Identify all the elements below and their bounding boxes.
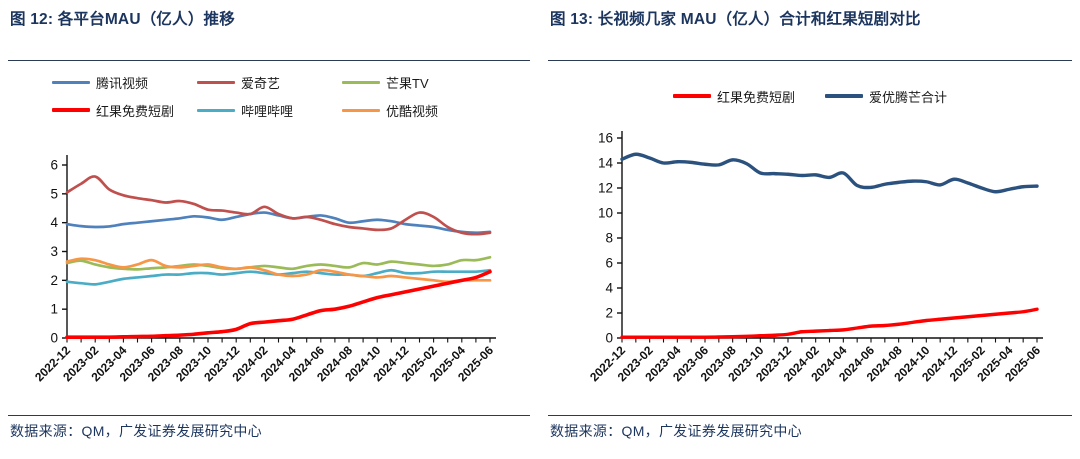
footer-rule	[548, 415, 1072, 416]
y-tick-label: 3	[50, 244, 58, 259]
series-line-腾讯视频	[65, 211, 492, 235]
figure-13-panel: 图 13: 长视频几家 MAU（亿人）合计和红果短剧对比 红果免费短剧 爱优腾芒合…	[548, 6, 1072, 452]
legend-item-爱优腾芒合计: 爱优腾芒合计	[825, 87, 947, 106]
y-tick-label: 10	[598, 206, 613, 221]
y-tick-label: 6	[50, 158, 58, 173]
legend-line-swatch	[672, 94, 711, 98]
legend-label: 哔哩哔哩	[241, 103, 294, 119]
y-tick-label: 5	[50, 186, 58, 201]
y-tick-label: 4	[50, 215, 58, 230]
legend-line-swatch	[197, 80, 235, 84]
series-line-哔哩哔哩	[65, 268, 492, 286]
figure-12-chart: 01234562022-122023-022023-042023-062023-…	[32, 155, 496, 384]
legend-line-swatch	[52, 80, 90, 84]
source-note: 数据来源：QM，广发证券发展研究中心	[550, 423, 802, 439]
legend-label: 红果免费短剧	[716, 89, 795, 105]
series-line-爱奇艺	[65, 175, 492, 236]
footer-rule	[8, 415, 530, 416]
legend-item-芒果TV: 芒果TV	[342, 73, 487, 92]
series-line-红果免费短剧	[65, 269, 492, 340]
legend-row: 红果免费短剧 爱优腾芒合计	[548, 87, 1072, 106]
title-rule	[548, 60, 1072, 61]
legend-item-腾讯视频: 腾讯视频	[52, 73, 197, 92]
legend-label: 爱优腾芒合计	[869, 89, 948, 105]
y-tick-label: 6	[605, 256, 613, 271]
legend-label: 优酷视频	[386, 103, 439, 119]
legend-label: 红果免费短剧	[96, 103, 175, 119]
y-tick-label: 2	[50, 273, 58, 288]
legend-label: 芒果TV	[386, 75, 429, 91]
figure-13-legend: 红果免费短剧 爱优腾芒合计	[548, 61, 1072, 131]
legend-item-红果免费短剧: 红果免费短剧	[672, 87, 795, 106]
source-note: 数据来源：QM，广发证券发展研究中心	[10, 423, 262, 439]
figure-13-chart: 02468101214162022-122023-022023-042023-0…	[587, 131, 1043, 384]
figure-12-panel: 图 12: 各平台MAU（亿人）推移 腾讯视频 爱奇艺 芒果TV 红果免费短剧 哔哩哔哩…	[8, 6, 530, 452]
series-line-优酷视频	[65, 257, 492, 284]
y-tick-label: 4	[605, 281, 613, 296]
legend-item-爱奇艺: 爱奇艺	[197, 73, 342, 92]
y-tick-label: 14	[598, 156, 614, 171]
title-rule	[8, 60, 530, 61]
legend-item-哔哩哔哩: 哔哩哔哩	[197, 101, 342, 120]
legend-line-swatch	[342, 80, 380, 84]
series-line-爱优腾芒合计	[620, 152, 1039, 194]
y-tick-label: 0	[605, 331, 613, 346]
y-tick-label: 12	[598, 181, 613, 196]
legend-line-swatch	[342, 108, 380, 112]
y-tick-label: 1	[50, 302, 58, 317]
legend-label: 腾讯视频	[96, 75, 149, 91]
series-line-芒果TV	[65, 255, 492, 271]
figure-12-legend: 腾讯视频 爱奇艺 芒果TV 红果免费短剧 哔哩哔哩 优酷视频	[8, 61, 530, 131]
y-tick-label: 16	[598, 131, 613, 146]
legend-item-优酷视频: 优酷视频	[342, 101, 487, 120]
y-tick-label: 8	[605, 231, 613, 246]
figure-13-title: 图 13: 长视频几家 MAU（亿人）合计和红果短剧对比	[550, 11, 921, 28]
legend-line-swatch	[825, 94, 863, 98]
series-line-红果免费短剧	[620, 307, 1039, 339]
figure-12-title: 图 12: 各平台MAU（亿人）推移	[10, 11, 235, 28]
legend-row: 腾讯视频 爱奇艺 芒果TV	[52, 73, 530, 92]
legend-line-swatch	[197, 108, 235, 112]
legend-row: 红果免费短剧 哔哩哔哩 优酷视频	[52, 101, 530, 120]
legend-item-红果免费短剧: 红果免费短剧	[52, 101, 197, 120]
legend-line-swatch	[52, 108, 90, 112]
y-tick-label: 2	[605, 306, 613, 321]
y-tick-label: 0	[50, 331, 58, 346]
legend-label: 爱奇艺	[241, 75, 281, 91]
